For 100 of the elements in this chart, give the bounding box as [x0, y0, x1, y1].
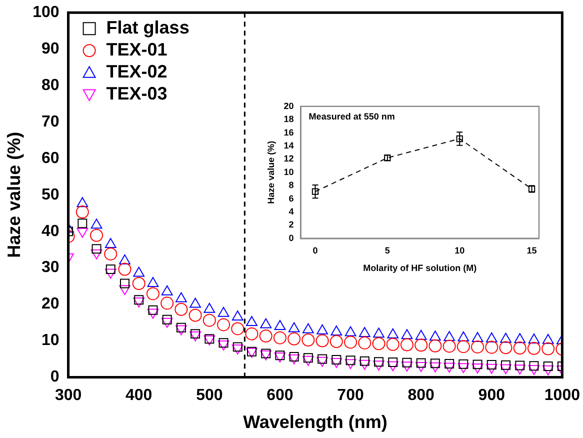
point: [303, 353, 313, 363]
point: [118, 262, 132, 276]
point: [146, 287, 160, 300]
y-tick-label: 0: [50, 368, 60, 386]
point: [147, 277, 159, 287]
point: [513, 342, 526, 355]
point: [444, 358, 454, 368]
point: [344, 359, 356, 370]
point: [202, 314, 216, 327]
point: [246, 316, 258, 326]
y-tick-label: 0: [288, 232, 294, 243]
point: [542, 365, 554, 376]
point: [387, 361, 399, 372]
point: [190, 298, 201, 308]
y-tick-label: 10: [284, 166, 294, 177]
point: [358, 336, 372, 350]
point: [104, 247, 118, 260]
point: [486, 364, 498, 374]
point: [316, 356, 328, 367]
point: [360, 356, 370, 366]
point: [217, 318, 230, 332]
point: [514, 364, 526, 375]
x-tick-label: 1000: [544, 387, 580, 404]
point: [543, 362, 553, 372]
point: [430, 358, 440, 368]
y-tick-label: 70: [42, 113, 60, 130]
y-tick-label: 12: [284, 154, 294, 164]
point: [120, 278, 130, 288]
legend-label: TEX-02: [106, 62, 168, 82]
legend-label: TEX-01: [106, 40, 168, 60]
point: [458, 363, 470, 374]
point: [316, 334, 329, 348]
point: [430, 362, 441, 372]
point: [274, 320, 286, 330]
point: [386, 338, 400, 351]
point: [485, 340, 498, 354]
point: [218, 340, 230, 351]
point: [148, 305, 158, 315]
x-tick-label: 900: [478, 387, 506, 404]
point: [231, 322, 244, 336]
point: [288, 332, 301, 346]
point: [529, 361, 539, 371]
point: [373, 360, 384, 371]
point: [204, 302, 216, 313]
point: [444, 362, 456, 373]
point: [104, 238, 116, 248]
legend-label: Flat glass: [106, 18, 190, 38]
point: [458, 359, 468, 369]
y-tick-label: 30: [42, 259, 60, 276]
point: [259, 330, 272, 342]
point: [76, 197, 88, 208]
y-axis-title: Haze value (%): [4, 132, 24, 258]
annotation: Measured at 550 nm: [308, 111, 395, 122]
point: [472, 363, 484, 374]
x-tick-label: 500: [196, 387, 223, 404]
y-tick-label: 90: [42, 40, 60, 58]
point: [106, 264, 116, 274]
point: [232, 344, 244, 355]
y-tick-label: 6: [288, 193, 294, 204]
point: [274, 352, 286, 363]
point: [302, 334, 315, 347]
x-tick-label: 300: [54, 387, 82, 404]
point: [188, 308, 202, 322]
point: [133, 266, 145, 277]
point: [388, 358, 398, 367]
point: [160, 296, 174, 310]
point: [358, 360, 370, 370]
point: [471, 340, 484, 354]
point: [161, 285, 173, 296]
point: [119, 254, 130, 264]
x-tick-label: 600: [266, 387, 294, 404]
point: [134, 295, 144, 305]
point: [161, 318, 173, 328]
point: [400, 338, 414, 352]
y-tick-label: 2: [288, 220, 294, 230]
point: [330, 358, 342, 368]
point: [346, 356, 356, 366]
point: [374, 357, 384, 367]
point: [312, 188, 319, 195]
point: [515, 360, 525, 370]
point: [90, 218, 102, 229]
y-tick-label: 16: [284, 127, 294, 138]
point: [456, 340, 470, 354]
point: [176, 322, 186, 332]
point: [332, 354, 342, 364]
point: [273, 331, 286, 344]
point: [499, 341, 512, 354]
point: [90, 228, 104, 242]
y-axis-title: Haze value (%): [266, 140, 276, 204]
point: [132, 277, 146, 290]
point: [330, 334, 343, 348]
y-tick-label: 20: [42, 296, 60, 313]
y-tick-label: 4: [288, 206, 294, 216]
point: [414, 338, 428, 352]
point: [402, 358, 412, 368]
y-tick-label: 60: [42, 150, 60, 167]
x-tick-label: 700: [337, 387, 364, 404]
point: [415, 362, 427, 372]
y-tick-label: 100: [32, 4, 60, 22]
point: [486, 360, 496, 370]
